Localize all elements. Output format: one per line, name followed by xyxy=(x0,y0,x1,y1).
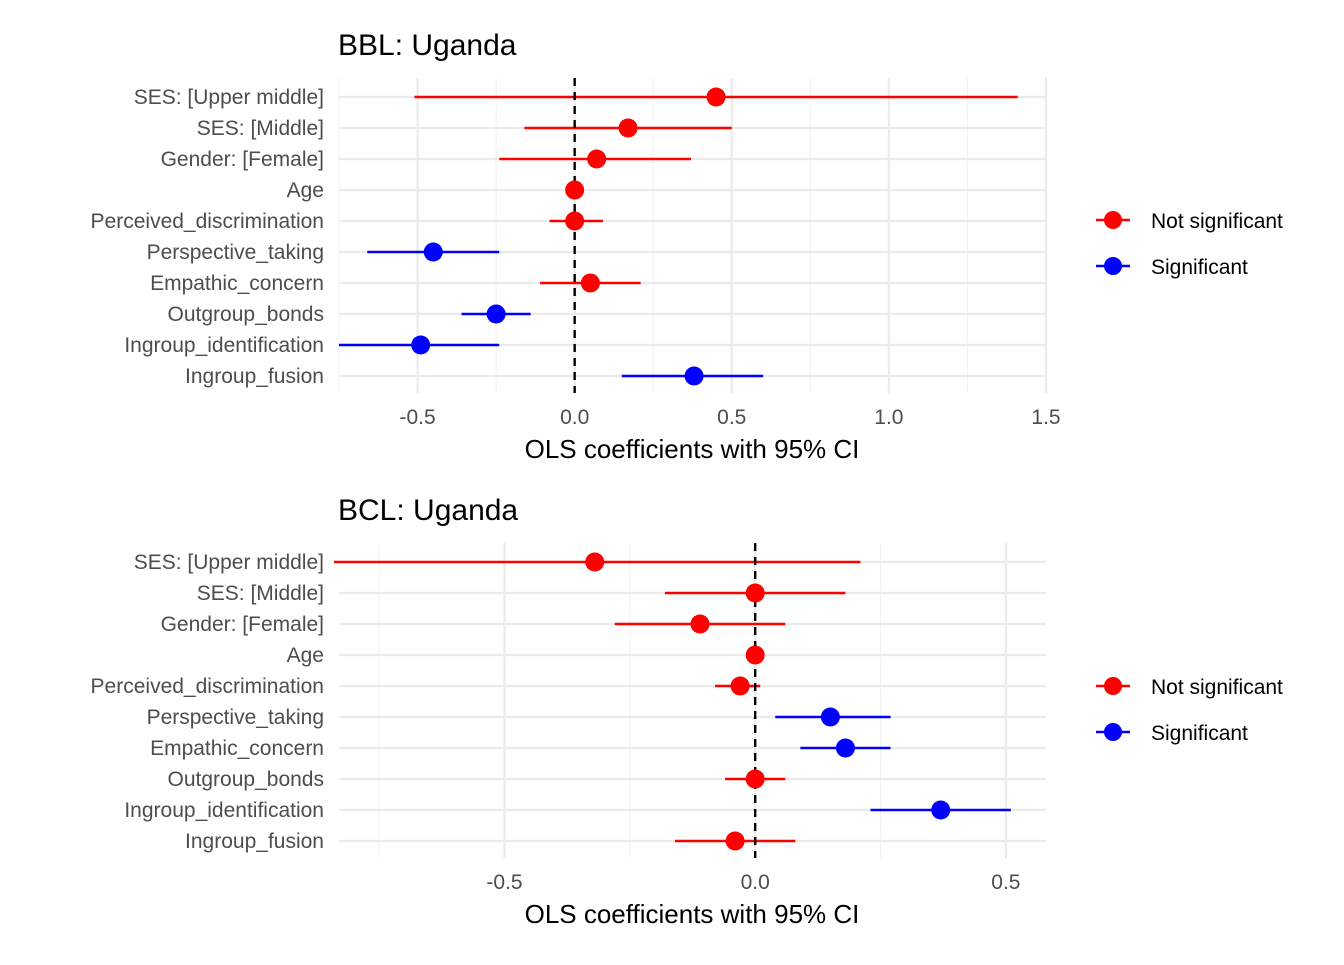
y-tick-label: Ingroup_identification xyxy=(124,799,324,822)
point-estimate xyxy=(745,645,765,665)
legend-key-dot xyxy=(1104,257,1122,275)
point-estimate xyxy=(565,180,585,200)
y-tick-label: Ingroup_fusion xyxy=(185,830,324,853)
x-tick-label: 0.0 xyxy=(560,406,589,429)
x-tick-label: 0.5 xyxy=(991,871,1020,894)
x-tick-label: 0.5 xyxy=(717,406,746,429)
y-tick-label: Ingroup_fusion xyxy=(185,365,324,388)
grid xyxy=(338,78,1048,393)
legend-label: Significant xyxy=(1151,256,1248,279)
point-estimate xyxy=(618,118,638,138)
point-estimate xyxy=(585,552,605,572)
y-tick-label: Perceived_discrimination xyxy=(91,210,324,233)
y-tick-label: Age xyxy=(287,644,324,667)
legend-key-dot xyxy=(1104,211,1122,229)
legend: Not significant Significant xyxy=(1096,676,1283,745)
panel-title: BBL: Uganda xyxy=(338,29,517,62)
legend-item-significant: Significant xyxy=(1096,722,1248,745)
y-tick-label: Empathic_concern xyxy=(150,737,324,760)
point-estimate xyxy=(423,242,443,262)
panel-bcl: BCL: Uganda OLS coefficients with 95% CI… xyxy=(91,494,1284,929)
legend-label: Not significant xyxy=(1151,676,1283,699)
point-estimate xyxy=(486,304,506,324)
legend-label: Not significant xyxy=(1151,210,1283,233)
point-estimate xyxy=(730,676,750,696)
legend-key-dot xyxy=(1104,677,1122,695)
y-tick-label: Ingroup_identification xyxy=(124,334,324,357)
legend-key-dot xyxy=(1104,723,1122,741)
panel-bbl: BBL: Uganda OLS coefficients with 95% CI… xyxy=(91,29,1284,464)
x-tick-label: 0.0 xyxy=(741,871,770,894)
legend-label: Significant xyxy=(1151,722,1248,745)
y-tick-label: Age xyxy=(287,179,324,202)
y-tick-label: SES: [Middle] xyxy=(197,117,324,140)
x-axis-label: OLS coefficients with 95% CI xyxy=(525,434,860,464)
y-tick-label: Outgroup_bonds xyxy=(168,303,324,326)
point-estimate xyxy=(690,614,710,634)
y-tick-label: Perspective_taking xyxy=(147,706,324,729)
y-tick-label: SES: [Upper middle] xyxy=(134,551,324,574)
point-estimate xyxy=(725,831,745,851)
legend-item-not-significant: Not significant xyxy=(1096,676,1283,699)
x-axis-label: OLS coefficients with 95% CI xyxy=(525,899,860,929)
point-estimate xyxy=(565,211,585,231)
x-tick-label: -0.5 xyxy=(486,871,522,894)
point-estimate xyxy=(411,335,431,355)
point-estimate xyxy=(835,738,855,758)
legend-item-not-significant: Not significant xyxy=(1096,210,1283,233)
legend-item-significant: Significant xyxy=(1096,256,1248,279)
y-tick-label: Perspective_taking xyxy=(147,241,324,264)
point-estimate xyxy=(684,366,704,386)
point-estimate xyxy=(587,149,607,169)
point-estimate xyxy=(745,583,765,603)
y-tick-label: Empathic_concern xyxy=(150,272,324,295)
point-estimate xyxy=(580,273,600,293)
y-tick-label: Perceived_discrimination xyxy=(91,675,324,698)
y-tick-label: Outgroup_bonds xyxy=(168,768,324,791)
panel-title: BCL: Uganda xyxy=(338,494,518,527)
point-estimate xyxy=(820,707,840,727)
x-tick-label: 1.0 xyxy=(874,406,903,429)
point-estimate xyxy=(706,87,726,107)
point-estimate xyxy=(745,769,765,789)
y-tick-label: SES: [Middle] xyxy=(197,582,324,605)
y-tick-label: SES: [Upper middle] xyxy=(134,86,324,109)
y-tick-label: Gender: [Female] xyxy=(161,148,324,171)
point-estimate xyxy=(931,800,951,820)
x-tick-label: -0.5 xyxy=(399,406,435,429)
y-tick-label: Gender: [Female] xyxy=(161,613,324,636)
x-tick-label: 1.5 xyxy=(1031,406,1060,429)
legend: Not significant Significant xyxy=(1096,210,1283,279)
